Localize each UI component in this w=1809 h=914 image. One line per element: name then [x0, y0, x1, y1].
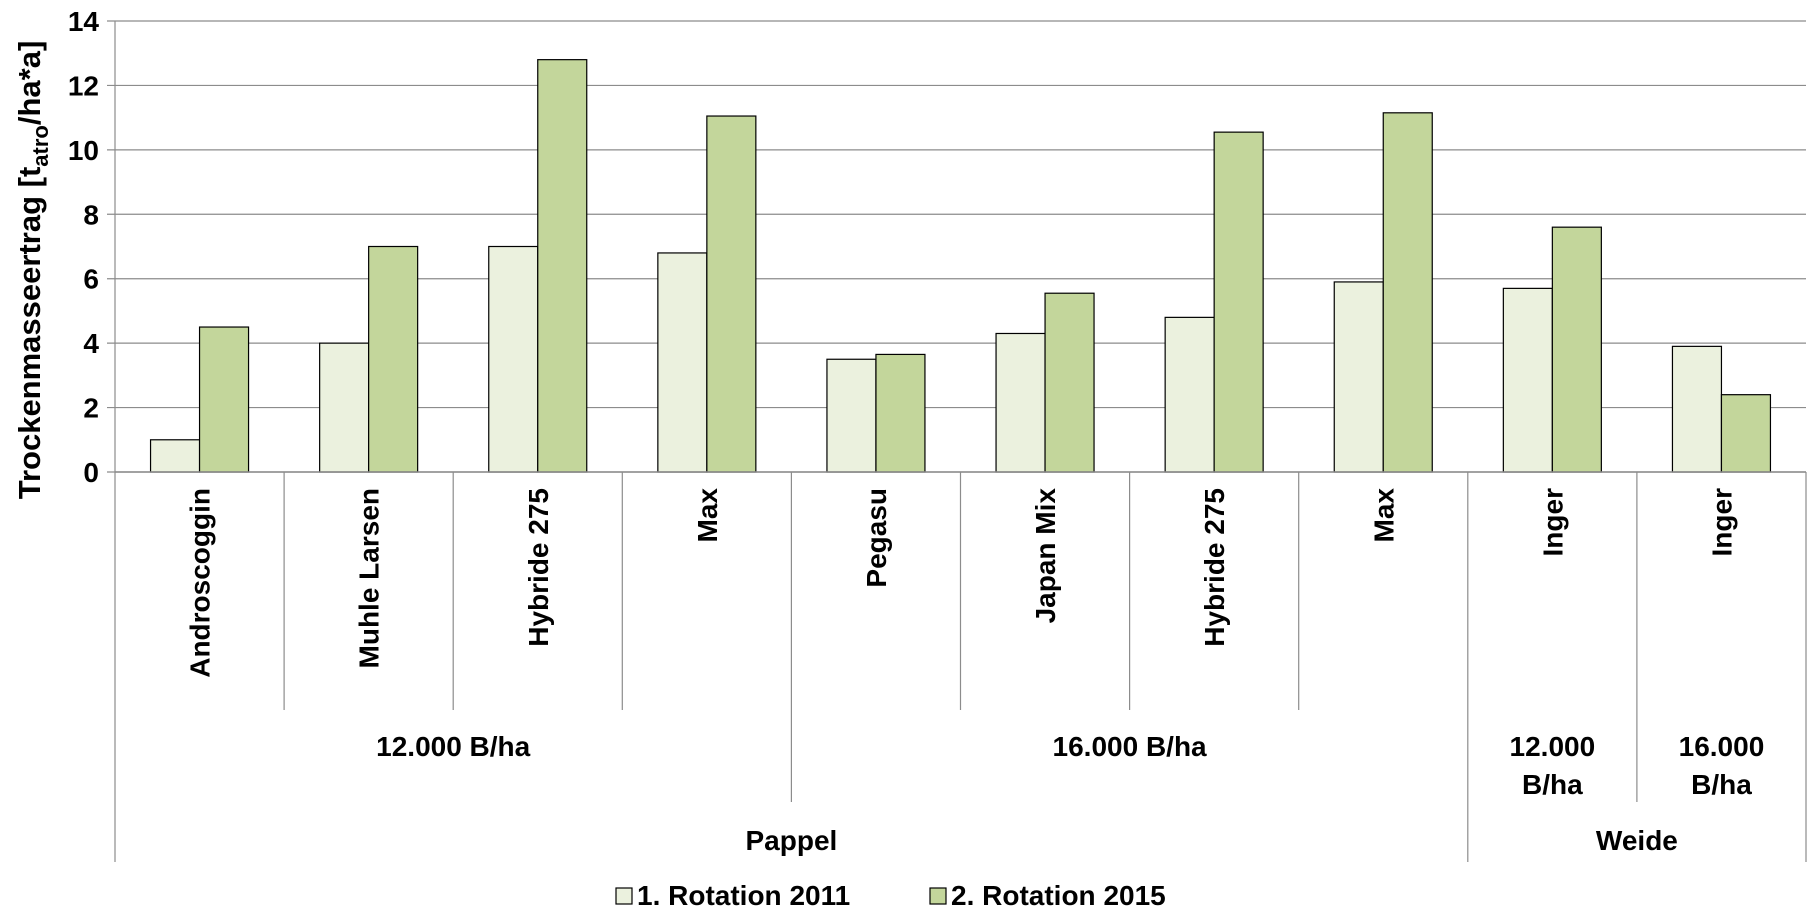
- y-axis-label-main: Trockenmasseertrag [t: [12, 167, 47, 500]
- y-tick-label: 12: [68, 70, 99, 101]
- legend-swatch: [929, 887, 947, 905]
- category-label: Muhle Larsen: [354, 488, 385, 668]
- y-axis-label-tail: /ha*a]: [12, 41, 47, 125]
- legend: 1. Rotation 2011 2. Rotation 2015: [615, 880, 1166, 911]
- category-label: Max: [1368, 488, 1399, 543]
- group-labels: 12.000 B/ha 16.000 B/ha 12.000 B/ha 16.000 B/…: [376, 731, 1764, 856]
- y-tick-label: 14: [68, 6, 100, 37]
- category-label: Androscoggin: [185, 488, 216, 678]
- group-label-level2: 16.000 B/ha: [1679, 731, 1765, 800]
- y-axis-label-subscript: atro: [28, 125, 53, 167]
- bar-2-7: [1213, 131, 1264, 473]
- bar-1-7: [1164, 316, 1215, 473]
- y-axis-label: Trockenmasseertrag [tatro/ha*a]: [12, 41, 53, 500]
- bar-2-2: [368, 245, 419, 473]
- legend-label: 2. Rotation 2015: [951, 880, 1166, 911]
- category-labels: Androscoggin Muhle Larsen Hybride 275 Max Pe…: [185, 488, 1738, 678]
- category-label: Japan Mix: [1030, 488, 1061, 624]
- category-label: Inger: [1706, 488, 1737, 557]
- y-tick-label: 0: [83, 457, 99, 488]
- bar-2-3: [537, 59, 588, 473]
- bar-1-3: [488, 245, 539, 473]
- y-tick-label: 2: [83, 393, 99, 424]
- y-tick-label: 4: [83, 328, 99, 359]
- y-tick-labels: 0 2 4 6 8 10 12 14: [68, 6, 100, 488]
- category-label: Hybride 275: [1199, 488, 1230, 647]
- y-tick-label: 6: [83, 264, 99, 295]
- y-tick-label: 8: [83, 199, 99, 230]
- bar-2-9: [1551, 226, 1602, 473]
- y-tick-label: 10: [68, 135, 99, 166]
- axes: [114, 21, 1807, 862]
- legend-label: 1. Rotation 2011: [637, 880, 850, 911]
- bars: [149, 59, 1772, 473]
- category-label: Inger: [1537, 488, 1568, 557]
- bar-1-1: [149, 439, 201, 473]
- bar-2-10: [1720, 394, 1772, 473]
- bar-1-5: [826, 358, 877, 473]
- bar-2-8: [1382, 112, 1433, 473]
- group-label-level3: Pappel: [745, 825, 837, 856]
- group-label-level3: Weide: [1596, 825, 1678, 856]
- group-label-level2: 12.000 B/ha: [1510, 731, 1596, 800]
- bar-1-4: [657, 252, 708, 473]
- category-label: Max: [692, 488, 723, 543]
- bar-2-1: [198, 326, 250, 473]
- bar-2-4: [706, 115, 757, 473]
- bar-1-6: [995, 332, 1046, 473]
- group-label-level2: 16.000 B/ha: [1053, 731, 1208, 762]
- bar-1-9: [1502, 287, 1553, 473]
- category-label: Hybride 275: [523, 488, 554, 647]
- legend-swatch: [615, 887, 633, 905]
- bar-1-2: [319, 342, 370, 473]
- bar-1-10: [1671, 345, 1723, 473]
- group-label-level2: 12.000 B/ha: [376, 731, 531, 762]
- bar-2-6: [1044, 292, 1095, 473]
- bar-2-5: [875, 353, 926, 473]
- bar-1-8: [1333, 281, 1384, 473]
- category-label: Pegasu: [861, 488, 892, 588]
